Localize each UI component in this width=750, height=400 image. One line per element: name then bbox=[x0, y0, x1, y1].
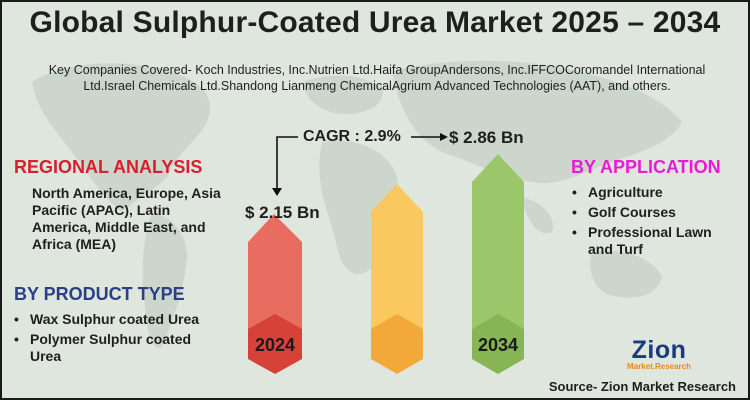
bar-2034: 2034 bbox=[472, 154, 524, 374]
bar-label-2024: 2024 bbox=[255, 335, 295, 355]
application-list: Agriculture Golf Courses Professional La… bbox=[570, 184, 740, 261]
application-item: Golf Courses bbox=[570, 204, 740, 221]
regional-analysis-title: REGIONAL ANALYSIS bbox=[14, 157, 203, 177]
product-type-item: Wax Sulphur coated Urea bbox=[12, 311, 212, 328]
application-item: Professional Lawn and Turf bbox=[570, 224, 740, 258]
value-label-2034: $ 2.86 Bn bbox=[449, 128, 524, 147]
source-text: Source- Zion Market Research bbox=[548, 379, 736, 394]
page-title: Global Sulphur-Coated Urea Market 2025 –… bbox=[29, 6, 721, 39]
bar-middle bbox=[371, 184, 423, 374]
product-type-title: BY PRODUCT TYPE bbox=[14, 284, 185, 304]
bar-label-2034: 2034 bbox=[478, 335, 518, 355]
bar-2024: 2024 bbox=[248, 214, 302, 374]
application-title: BY APPLICATION bbox=[571, 157, 721, 177]
product-type-item: Polymer Sulphur coated Urea bbox=[12, 331, 212, 365]
cagr-arrows bbox=[276, 136, 442, 190]
cagr-label: CAGR : 2.9% bbox=[303, 128, 401, 145]
logo-sub-text: Market.Research bbox=[626, 362, 692, 371]
application-item: Agriculture bbox=[570, 184, 740, 201]
logo-main-text: Zion bbox=[631, 336, 687, 364]
value-label-2024: $ 2.15 Bn bbox=[245, 203, 320, 222]
product-type-list: Wax Sulphur coated Urea Polymer Sulphur … bbox=[12, 311, 212, 368]
zion-logo: Zion Market.Research bbox=[620, 336, 698, 372]
key-companies-text: Key Companies Covered- Koch Industries, … bbox=[48, 63, 706, 93]
regional-analysis-text: North America, Europe, Asia Pacific (APA… bbox=[32, 185, 221, 252]
arrow-heads bbox=[272, 133, 448, 196]
